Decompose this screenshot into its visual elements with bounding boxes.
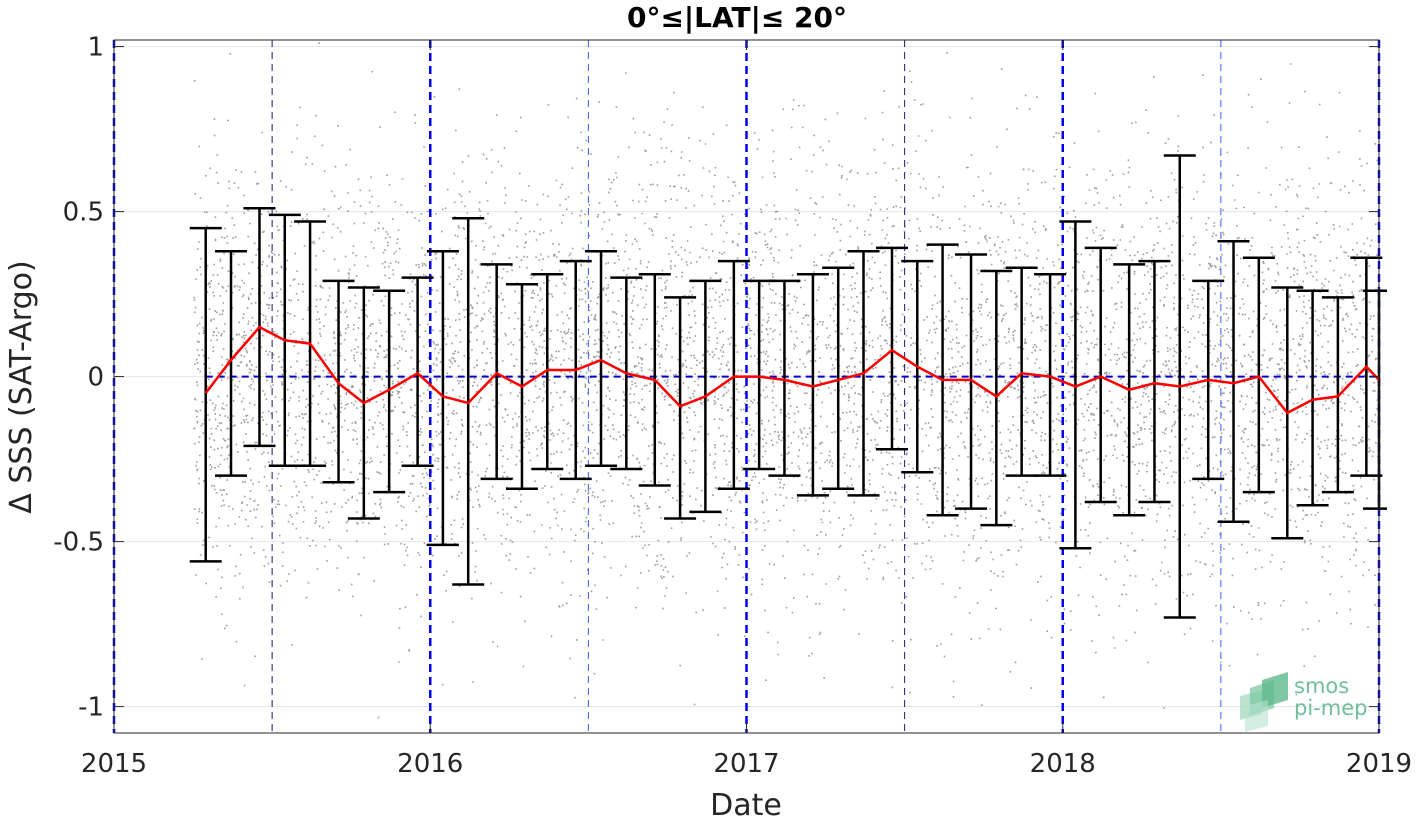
x-axis-label: Date	[710, 788, 782, 818]
y-tick-label: 1	[87, 33, 104, 63]
error-bar	[189, 226, 222, 563]
x-tick-label: 2017	[713, 749, 779, 779]
error-bar	[717, 259, 750, 491]
error-bar	[822, 266, 855, 491]
x-tick-label: 2018	[1030, 749, 1096, 779]
chart-title: 0°≤|LAT|≤ 20°	[627, 1, 847, 34]
y-axis-ticks: 1 0.5 0 -0.5 -1	[53, 33, 1379, 723]
x-axis-ticks: 2015 2016 2017 2018 2019	[81, 40, 1412, 779]
error-bar	[1138, 259, 1171, 504]
y-tick-label: -1	[78, 693, 104, 723]
error-bar	[585, 249, 618, 467]
error-bar	[1242, 256, 1275, 494]
error-bar	[401, 276, 434, 467]
error-bar	[373, 289, 406, 494]
error-bar	[664, 296, 697, 520]
error-bar	[1084, 246, 1117, 504]
error-bars	[189, 154, 1387, 619]
logo-line-1: smos	[1294, 674, 1349, 698]
error-bar	[980, 269, 1013, 527]
y-tick-label: -0.5	[53, 528, 104, 558]
date-reference-lines	[112, 40, 1381, 733]
error-bar	[531, 273, 564, 471]
logo-mark-icon	[1240, 672, 1288, 732]
error-bar	[796, 273, 829, 497]
mean-line	[204, 325, 1380, 415]
x-tick-label: 2015	[81, 749, 147, 779]
error-bar	[1296, 289, 1329, 507]
error-bar	[480, 263, 513, 481]
y-tick-label: 0.5	[63, 198, 104, 228]
y-axis-label: Δ SSS (SAT-Argo)	[4, 260, 39, 513]
error-bar	[768, 279, 801, 477]
monthly-mean-line	[204, 325, 1380, 415]
error-bar	[1005, 266, 1038, 477]
error-bar	[743, 279, 776, 471]
error-bar	[955, 253, 988, 510]
smos-pimep-logo: smos pi-mep	[1240, 672, 1367, 732]
x-tick-label: 2016	[397, 749, 463, 779]
error-bar	[1217, 240, 1250, 524]
x-tick-label: 2019	[1346, 749, 1412, 779]
error-bar	[215, 249, 248, 477]
error-bar	[875, 246, 908, 451]
error-bar	[1034, 273, 1067, 477]
error-bar	[1059, 220, 1092, 550]
y-tick-label: 0	[87, 363, 104, 393]
logo-line-2: pi-mep	[1294, 696, 1367, 720]
error-bar	[426, 249, 459, 547]
